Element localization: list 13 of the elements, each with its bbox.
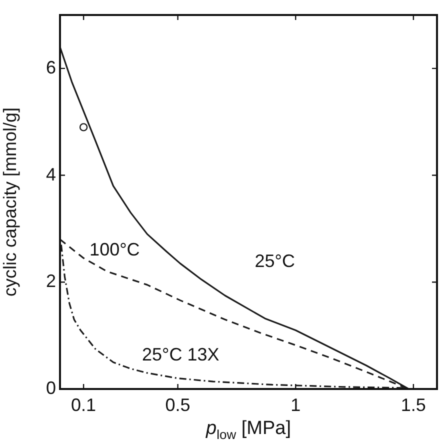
series-label: 100°C [90, 240, 140, 260]
y-tick-label: 4 [46, 164, 56, 184]
x-tick-label: 0.1 [71, 394, 96, 415]
y-tick-label: 0 [46, 378, 56, 398]
y-tick-label: 2 [46, 271, 56, 292]
y-tick-label: 6 [46, 57, 56, 78]
x-tick-label: 0.5 [165, 394, 190, 415]
x-tick-label: 1 [290, 394, 301, 415]
text: 25°C [254, 250, 295, 271]
x-tick-label: 1.5 [400, 394, 426, 415]
x-axis-title: p$_{low}$ [MPa] [204, 418, 292, 444]
series-label: 25°C 13X [142, 344, 220, 364]
y-axis-title: cyclic capacity [mmol/g] [0, 107, 20, 297]
